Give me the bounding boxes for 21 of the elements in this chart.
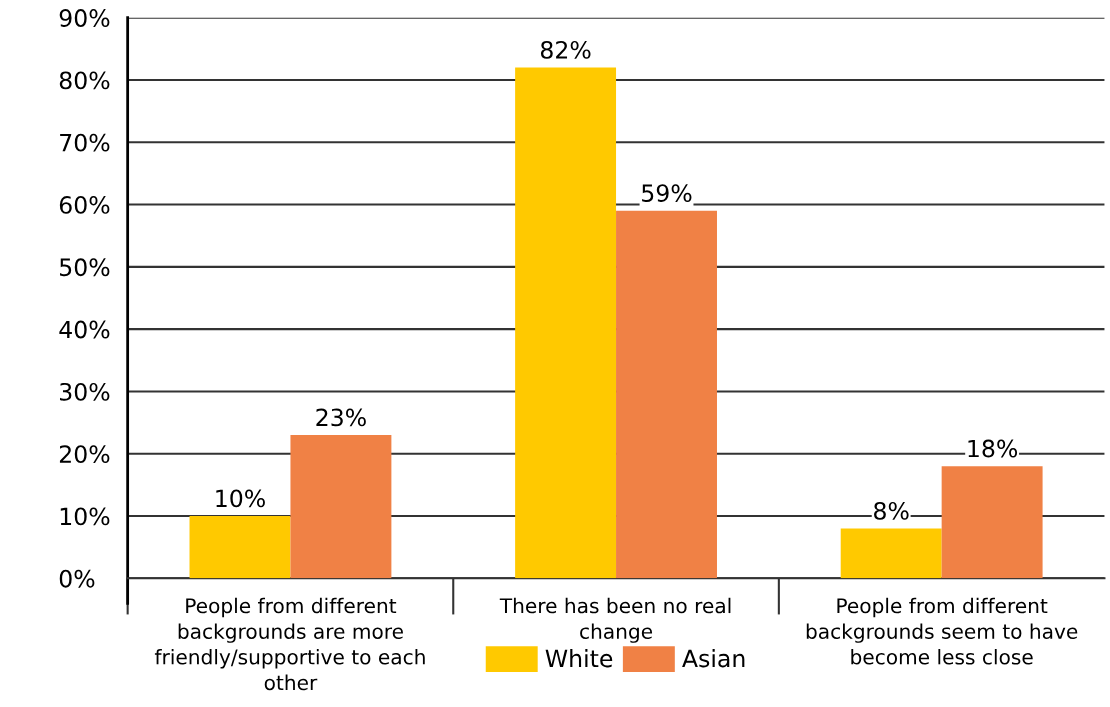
data-label: 18%: [968, 439, 1018, 458]
data-label: 59%: [642, 184, 692, 203]
legend-label: White: [545, 649, 613, 668]
y-tick-label: 90%: [59, 9, 110, 27]
y-tick-label: 40%: [59, 320, 110, 339]
data-label: 23%: [316, 408, 366, 427]
x-tick-label: People from different backgrounds are more friendly/supportive to each other: [154, 597, 425, 691]
x-tick-label: There has been no real change: [499, 597, 731, 643]
y-tick-label: 80%: [59, 71, 110, 90]
data-label: 10%: [216, 489, 265, 508]
y-tick-label: 60%: [59, 196, 110, 214]
y-tick-label: 20%: [59, 445, 110, 464]
y-tick-label: 0%: [59, 569, 95, 588]
y-tick-label: 70%: [60, 133, 110, 152]
legend-label: Asian: [682, 649, 745, 668]
data-label: 82%: [540, 40, 591, 59]
y-tick-label: 10%: [60, 507, 110, 526]
y-tick-label: 30%: [60, 382, 110, 401]
y-tick-label: 50%: [60, 258, 110, 277]
data-label: 8%: [874, 501, 909, 520]
x-tick-label: People from different backgrounds seem to have become less close: [806, 597, 1078, 665]
